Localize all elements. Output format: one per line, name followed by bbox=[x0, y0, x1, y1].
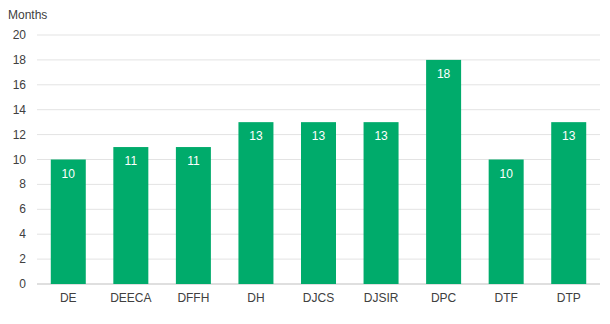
x-tick-label: DH bbox=[247, 291, 264, 305]
y-tick-label: 14 bbox=[13, 103, 27, 117]
y-tick-label: 6 bbox=[19, 202, 26, 216]
y-tick-label: 16 bbox=[13, 78, 27, 92]
grid-line bbox=[37, 84, 600, 85]
bar bbox=[238, 122, 273, 284]
bar bbox=[113, 147, 148, 284]
bar bbox=[176, 147, 211, 284]
x-tick-label: DEECA bbox=[110, 291, 151, 305]
x-tick-label: DJSIR bbox=[364, 291, 399, 305]
chart-container: 0 2 4 6 8 10 12 14 16 18 20 Months 10 11 11 13 13 13 18 10 1… bbox=[0, 0, 610, 324]
chart-svg: 0 2 4 6 8 10 12 14 16 18 20 Months 10 11 11 13 13 13 18 10 1… bbox=[0, 0, 610, 324]
bar bbox=[489, 160, 524, 285]
grid-line bbox=[37, 35, 600, 36]
y-tick-label: 8 bbox=[19, 177, 26, 191]
y-axis-label: Months bbox=[8, 8, 47, 22]
x-tick-label: DFFH bbox=[177, 291, 209, 305]
y-tick-label: 10 bbox=[13, 153, 27, 167]
data-label: 11 bbox=[187, 154, 200, 168]
y-tick-label: 18 bbox=[13, 53, 27, 67]
x-tick-label: DJCS bbox=[303, 291, 334, 305]
data-label: 10 bbox=[499, 167, 513, 181]
x-tick-label: DE bbox=[60, 291, 77, 305]
grid-line bbox=[37, 59, 600, 60]
data-label: 13 bbox=[249, 129, 263, 143]
data-label: 13 bbox=[312, 129, 326, 143]
data-label: 10 bbox=[62, 167, 76, 181]
grid-line bbox=[37, 109, 600, 110]
bar bbox=[426, 60, 461, 284]
y-tick-label: 4 bbox=[19, 227, 26, 241]
y-tick-label: 0 bbox=[19, 277, 26, 291]
data-label: 13 bbox=[374, 129, 388, 143]
bar bbox=[364, 122, 399, 284]
bar bbox=[301, 122, 336, 284]
bars bbox=[51, 60, 586, 284]
y-tick-label: 12 bbox=[13, 128, 27, 142]
x-tick-label: DTP bbox=[557, 291, 581, 305]
x-tick-label: DTF bbox=[495, 291, 518, 305]
bar bbox=[551, 122, 586, 284]
y-tick-label: 2 bbox=[19, 252, 26, 266]
data-label: 18 bbox=[437, 67, 451, 81]
data-label: 11 bbox=[125, 154, 138, 168]
x-tick-label: DPC bbox=[431, 291, 457, 305]
bar bbox=[51, 160, 86, 285]
y-tick-label: 20 bbox=[13, 28, 27, 42]
data-label: 13 bbox=[562, 129, 576, 143]
